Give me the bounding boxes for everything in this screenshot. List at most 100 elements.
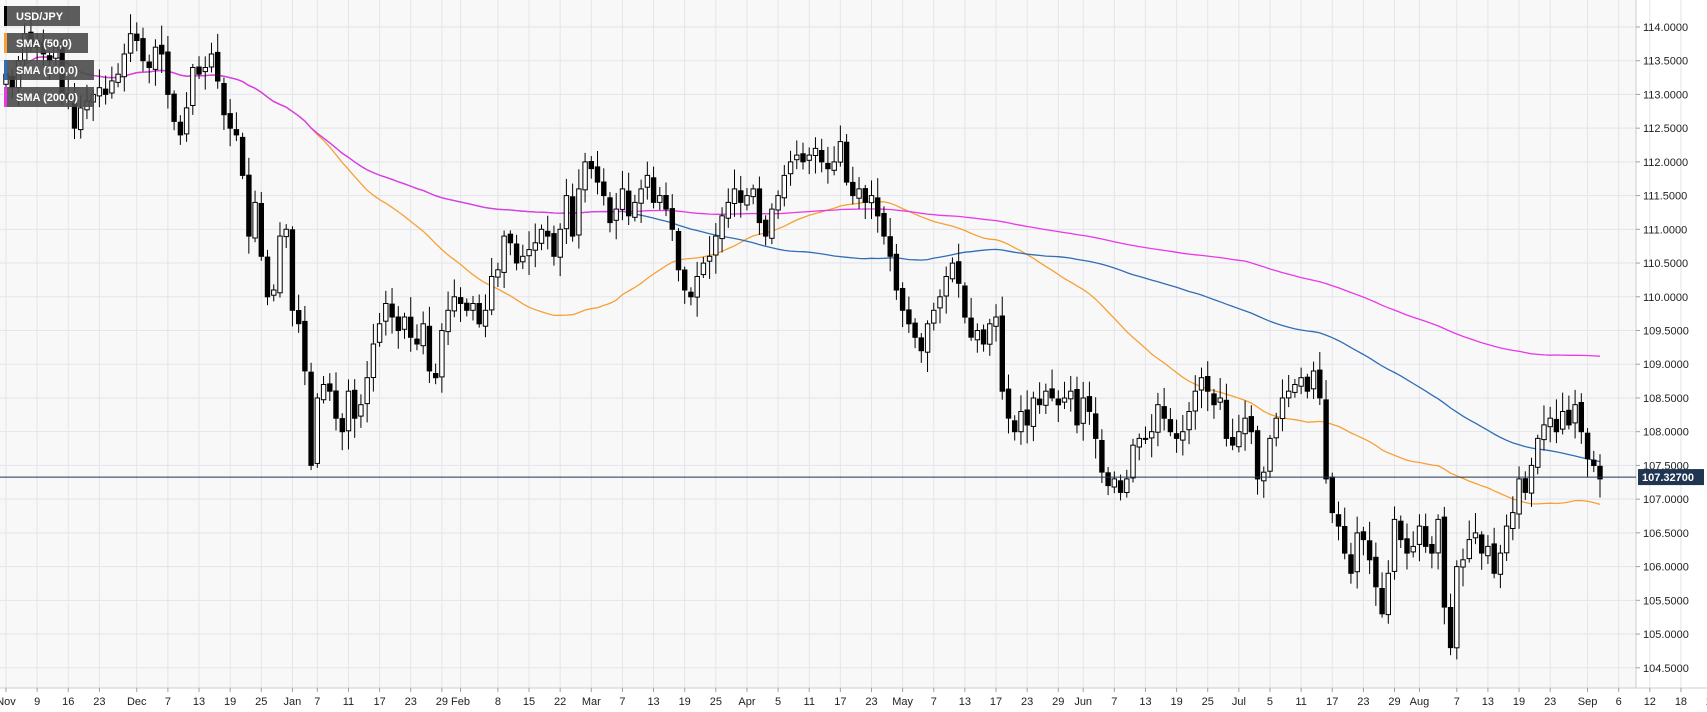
candle-body-down xyxy=(1342,526,1348,554)
y-tick-label: 106.0000 xyxy=(1643,562,1689,574)
candle xyxy=(464,298,470,317)
candle xyxy=(1460,548,1466,587)
candle xyxy=(794,140,800,170)
candle-body-down xyxy=(1074,389,1080,426)
candle-body-up xyxy=(974,330,981,341)
x-tick-label: 13 xyxy=(1482,696,1494,708)
candle xyxy=(102,75,109,105)
candle-body-up xyxy=(1410,545,1416,553)
candle-body-up xyxy=(1279,397,1286,420)
candle xyxy=(1391,506,1398,580)
candle-body-up xyxy=(1198,377,1205,391)
candle xyxy=(1597,454,1603,498)
candle-body-down xyxy=(669,208,675,230)
grid-lines xyxy=(0,0,1682,688)
candle-body-down xyxy=(1173,433,1180,439)
candle xyxy=(1005,374,1012,434)
candle xyxy=(576,169,582,249)
candle-body-down xyxy=(819,150,825,163)
candle-body-up xyxy=(538,228,545,244)
candle-body-down xyxy=(1304,376,1311,392)
candle xyxy=(345,379,352,450)
candle xyxy=(171,90,177,131)
candle xyxy=(1217,378,1223,410)
candle-body-down xyxy=(626,190,632,217)
candle xyxy=(177,115,184,145)
legend-label: SMA (100,0) xyxy=(16,65,78,77)
x-tick-label: 19 xyxy=(1170,696,1182,708)
candle-body-up xyxy=(987,323,993,345)
candle xyxy=(1074,376,1080,434)
candle xyxy=(1261,466,1267,498)
legend-item: SMA (50,0) xyxy=(4,33,88,53)
candle xyxy=(333,372,339,431)
candle xyxy=(688,287,694,306)
candle-body-down xyxy=(389,303,395,318)
candle xyxy=(545,215,551,250)
candle xyxy=(183,92,190,142)
candle-body-up xyxy=(420,323,426,347)
candle-body-down xyxy=(545,230,551,237)
candle xyxy=(495,262,501,288)
candle-body-down xyxy=(1441,516,1448,608)
candle-body-up xyxy=(787,161,794,175)
candle-body-down xyxy=(850,181,856,197)
candle-body-down xyxy=(308,371,314,466)
candle xyxy=(1093,397,1099,459)
candle-body-up xyxy=(445,309,451,333)
x-tick-label: 5 xyxy=(775,696,781,708)
candle xyxy=(532,223,538,268)
candle xyxy=(426,306,433,384)
candle-body-up xyxy=(501,235,507,273)
candle-body-up xyxy=(358,404,364,417)
candle-body-up xyxy=(831,161,837,171)
candle-body-up xyxy=(1541,424,1547,441)
candle-body-down xyxy=(426,325,433,372)
candle xyxy=(962,282,968,324)
candle xyxy=(1142,426,1149,445)
legend-item-bg xyxy=(4,6,80,26)
candle-body-up xyxy=(1136,437,1142,448)
candle xyxy=(352,379,358,438)
candle xyxy=(215,33,221,89)
candle xyxy=(725,188,731,228)
candle-body-down xyxy=(551,233,557,257)
candle xyxy=(271,284,277,302)
sma-200-line xyxy=(5,55,1601,357)
candle xyxy=(850,166,856,205)
candle xyxy=(208,42,215,73)
candle xyxy=(221,77,227,130)
candle xyxy=(1279,379,1286,432)
candle xyxy=(1503,514,1510,561)
candle-body-up xyxy=(1142,437,1149,440)
candle xyxy=(943,266,949,314)
candle-body-up xyxy=(271,289,277,296)
candle-body-up xyxy=(383,303,389,322)
candle xyxy=(1429,536,1435,569)
candle-body-down xyxy=(352,389,358,419)
candle-body-down xyxy=(875,197,881,217)
candle xyxy=(1584,428,1591,477)
candle xyxy=(146,54,152,84)
x-tick-label: 7 xyxy=(619,696,625,708)
candle xyxy=(501,230,507,288)
candle-body-down xyxy=(196,66,202,75)
candle xyxy=(470,295,476,321)
candle-body-up xyxy=(694,276,700,298)
y-tick-label: 110.0000 xyxy=(1643,292,1688,304)
legend-item: SMA (100,0) xyxy=(4,60,94,80)
candle xyxy=(781,165,787,207)
candle xyxy=(264,249,271,306)
candle-body-down xyxy=(289,229,296,311)
candle xyxy=(1024,390,1030,444)
candle-body-up xyxy=(750,188,756,198)
candle xyxy=(937,289,943,324)
candle xyxy=(868,180,875,220)
candle-body-up xyxy=(401,316,408,330)
x-tick-label: 8 xyxy=(495,696,501,708)
candle xyxy=(1254,425,1261,495)
candle xyxy=(650,166,657,209)
candle-body-down xyxy=(177,121,184,136)
candle-body-up xyxy=(731,188,738,204)
